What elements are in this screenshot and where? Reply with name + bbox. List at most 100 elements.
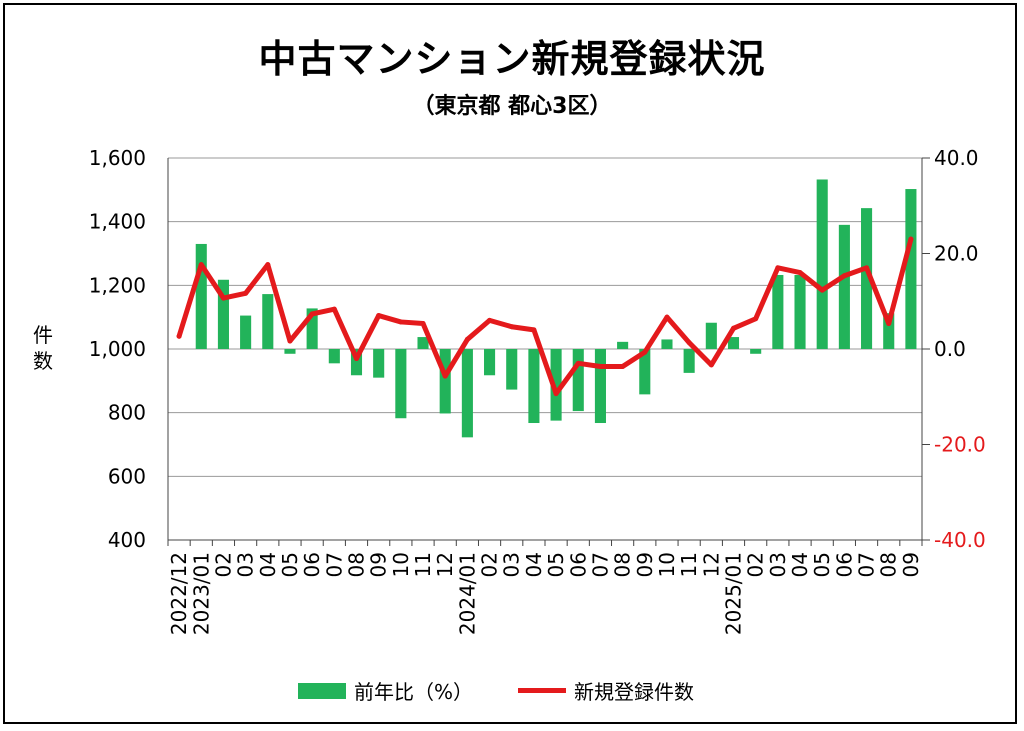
bar-yoy-33 xyxy=(905,189,917,349)
bar-yoy-6 xyxy=(306,308,318,349)
left-axis-label: 件数 xyxy=(28,322,58,374)
bar-yoy-31 xyxy=(861,208,873,349)
bar-layer xyxy=(195,179,917,438)
x-tick-label: 02 xyxy=(478,552,502,577)
x-tick-label: 09 xyxy=(899,552,923,577)
right-tick-label: 40.0 xyxy=(934,146,979,170)
chart-subtitle: （東京都 都心3区） xyxy=(412,94,612,119)
x-tick-label: 03 xyxy=(500,552,524,577)
line-layer xyxy=(176,236,914,397)
bar-yoy-15 xyxy=(506,349,518,390)
bar-yoy-20 xyxy=(617,341,629,349)
line-point-5 xyxy=(287,338,293,344)
left-tick-label: 600 xyxy=(108,464,146,488)
x-tick-label: 12 xyxy=(433,552,457,577)
x-tick-label: 12 xyxy=(699,552,723,577)
line-point-33 xyxy=(908,236,914,242)
bar-yoy-26 xyxy=(750,349,762,354)
line-point-28 xyxy=(797,270,803,276)
bar-yoy-11 xyxy=(417,337,429,349)
line-point-11 xyxy=(420,321,426,327)
x-tick-label: 08 xyxy=(877,552,901,577)
bar-yoy-8 xyxy=(350,349,363,376)
x-tick-label: 2022/12 xyxy=(167,552,191,635)
line-point-29 xyxy=(819,287,825,293)
x-tick-label: 05 xyxy=(810,552,834,577)
bar-yoy-12 xyxy=(439,349,451,414)
line-point-25 xyxy=(731,325,736,331)
x-tick-label: 05 xyxy=(278,552,302,577)
line-point-10 xyxy=(398,319,404,325)
line-point-24 xyxy=(708,362,714,368)
line-point-8 xyxy=(354,356,359,362)
bar-yoy-30 xyxy=(838,224,850,349)
line-point-9 xyxy=(376,313,382,319)
bar-yoy-27 xyxy=(772,274,784,349)
left-tick-label: 800 xyxy=(108,401,146,425)
legend-item-line: 新規登録件数 xyxy=(518,676,694,705)
legend-swatch-line xyxy=(518,688,566,693)
bar-yoy-9 xyxy=(373,349,385,378)
x-tick-label: 03 xyxy=(766,552,790,577)
line-point-32 xyxy=(886,321,892,327)
bar-yoy-32 xyxy=(883,313,895,349)
left-tick-label: 400 xyxy=(108,528,146,552)
bar-yoy-4 xyxy=(262,294,274,349)
x-tick-label: 06 xyxy=(832,552,856,577)
bar-yoy-28 xyxy=(794,274,806,349)
bar-yoy-13 xyxy=(461,349,473,438)
x-tick-label: 05 xyxy=(544,552,568,577)
bar-yoy-10 xyxy=(395,349,407,419)
line-point-14 xyxy=(487,317,493,323)
line-point-23 xyxy=(686,340,692,346)
line-point-20 xyxy=(620,364,626,370)
bar-yoy-1 xyxy=(195,243,207,349)
grid-layer xyxy=(168,157,922,541)
x-tick-label: 02 xyxy=(744,552,768,577)
x-tick-label: 08 xyxy=(611,552,635,577)
bar-yoy-14 xyxy=(484,349,496,376)
bar-yoy-21 xyxy=(639,349,651,395)
x-tick-label: 03 xyxy=(234,552,258,577)
bar-yoy-7 xyxy=(328,349,340,364)
line-point-30 xyxy=(841,273,847,279)
axis-layer: 1,600 1,400 1,200 1,000 800 600 400 40.0 20.0 0.0… xyxy=(89,146,986,635)
line-point-4 xyxy=(265,262,271,268)
chart-title: 中古マンション新規登録状況 xyxy=(258,37,766,81)
x-tick-label: 09 xyxy=(633,552,657,577)
bar-yoy-23 xyxy=(683,349,695,373)
line-registrations xyxy=(176,236,914,397)
line-point-6 xyxy=(309,311,315,317)
x-tick-label: 07 xyxy=(588,552,612,577)
x-tick-label: 09 xyxy=(367,552,391,577)
x-tick-label: 06 xyxy=(300,552,324,577)
left-tick-label: 1,400 xyxy=(89,210,146,234)
x-tick-label: 07 xyxy=(855,552,879,577)
bar-yoy-25 xyxy=(727,337,740,349)
x-tick-label: 02 xyxy=(211,552,235,577)
right-tick-label: 0.0 xyxy=(934,337,966,361)
right-tick-label: -40.0 xyxy=(934,528,986,552)
bar-yoy-2 xyxy=(217,279,229,349)
line-point-16 xyxy=(531,327,537,333)
line-point-3 xyxy=(243,290,249,296)
right-tick-label: -20.0 xyxy=(934,433,986,457)
x-tick-label: 2025/01 xyxy=(722,552,746,635)
legend-label-line: 新規登録件数 xyxy=(574,680,694,704)
left-tick-label: 1,600 xyxy=(89,146,146,170)
line-point-19 xyxy=(597,364,603,370)
line-point-31 xyxy=(864,265,870,271)
x-tick-label: 04 xyxy=(522,552,546,577)
line-point-21 xyxy=(642,349,648,355)
x-tick-label: 11 xyxy=(677,552,701,577)
line-point-13 xyxy=(464,336,470,342)
right-tick-label: 20.0 xyxy=(934,242,979,266)
line-point-12 xyxy=(442,373,448,379)
line-point-0 xyxy=(176,333,182,339)
x-tick-label: 11 xyxy=(411,552,435,577)
line-point-1 xyxy=(198,262,204,268)
x-tick-label: 08 xyxy=(345,552,369,577)
x-tick-label: 10 xyxy=(389,552,413,577)
bar-yoy-19 xyxy=(594,349,606,424)
x-tick-label: 2023/01 xyxy=(189,552,213,635)
